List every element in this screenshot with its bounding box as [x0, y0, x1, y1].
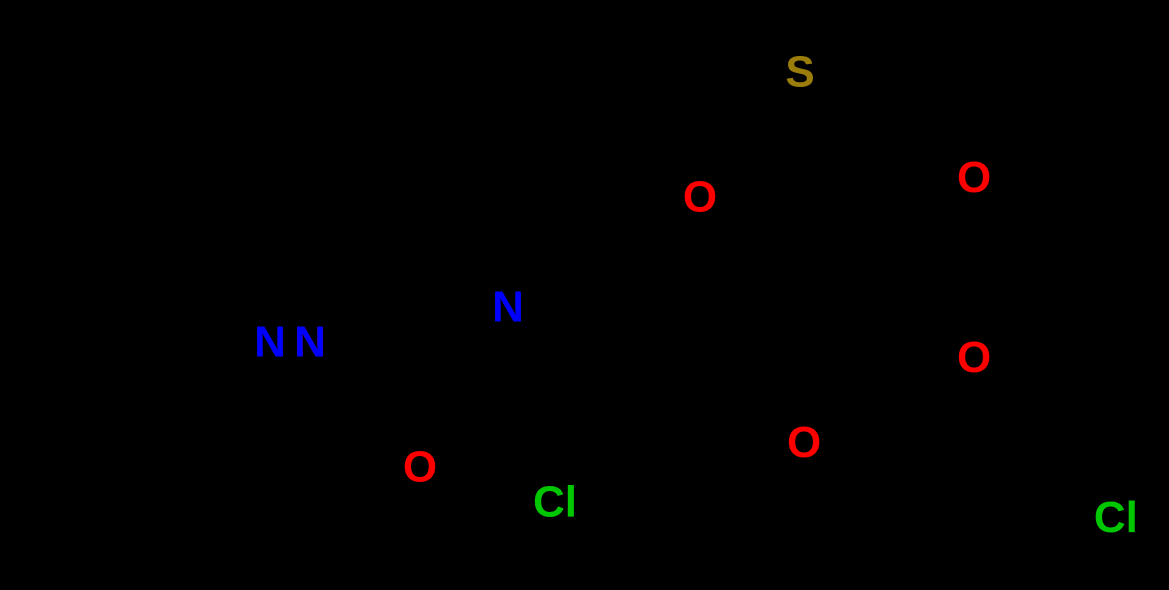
- atom-sub-label: H: [492, 247, 524, 296]
- atom-label: Cl: [533, 478, 577, 527]
- atom-label: OH: [787, 418, 853, 467]
- atom-label: OH: [957, 333, 1023, 382]
- atom-label: N: [294, 318, 326, 367]
- atom-label: O: [683, 173, 717, 222]
- atom-label: N: [254, 318, 286, 367]
- atom-label: S: [785, 48, 814, 97]
- svg-text:HCl: HCl: [1062, 493, 1138, 542]
- atom-label: OH: [957, 153, 1023, 202]
- atom-label: O: [403, 443, 437, 492]
